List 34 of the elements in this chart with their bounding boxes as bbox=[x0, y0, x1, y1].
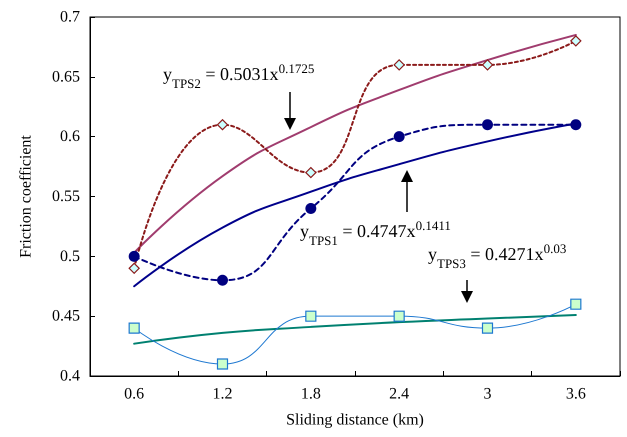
y-tick-label: 0.5 bbox=[60, 248, 80, 265]
x-tick-label: 1.8 bbox=[300, 386, 321, 402]
annotation: y$_{TPS2}$ = 0.5031x$^{0.1725}$ bbox=[163, 60, 314, 90]
point bbox=[570, 119, 582, 130]
point bbox=[128, 322, 140, 334]
y-tick-label: 0.4 bbox=[60, 368, 80, 384]
y-axis-title: Friction coefficient bbox=[18, 134, 34, 258]
x-tick-label: 0.6 bbox=[124, 386, 144, 402]
point bbox=[217, 274, 228, 286]
point bbox=[305, 166, 316, 178]
point bbox=[394, 131, 405, 142]
y-tick-label: 0.55 bbox=[52, 188, 80, 205]
point bbox=[216, 358, 228, 370]
point bbox=[216, 119, 228, 130]
point bbox=[305, 202, 316, 214]
x-axis-title: Sliding distance (km) bbox=[286, 412, 424, 428]
point bbox=[482, 322, 494, 334]
point bbox=[570, 35, 582, 47]
y-tick-label: 0.7 bbox=[60, 8, 80, 26]
point bbox=[128, 262, 140, 274]
x-tick-label: 3.6 bbox=[566, 386, 586, 402]
point bbox=[305, 310, 316, 322]
point bbox=[128, 250, 140, 262]
point bbox=[482, 119, 493, 130]
x-tick-label: 1.2 bbox=[212, 386, 232, 402]
x-tick-label: 3 bbox=[484, 386, 492, 402]
y-tick-label: 0.6 bbox=[60, 128, 80, 146]
point bbox=[570, 298, 582, 310]
y-tick-label: 0.65 bbox=[52, 68, 80, 86]
x-tick-label: 2.4 bbox=[389, 386, 410, 402]
point bbox=[482, 59, 494, 70]
y-tick-label: 0.45 bbox=[52, 308, 80, 325]
point bbox=[394, 59, 405, 70]
point bbox=[394, 310, 405, 322]
